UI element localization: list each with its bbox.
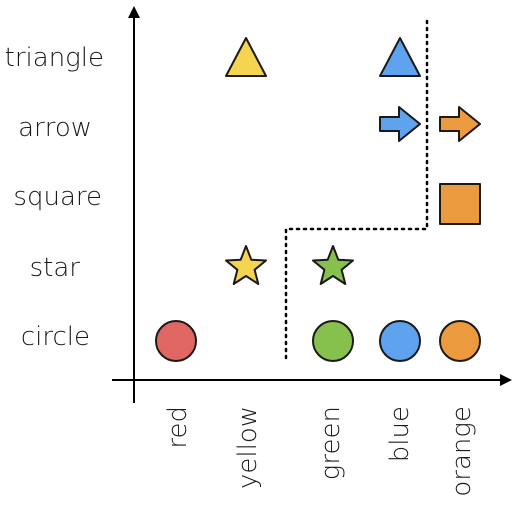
green-circle-mark xyxy=(312,320,354,362)
orange-circle-mark xyxy=(439,320,481,362)
red-circle-mark xyxy=(155,320,197,362)
row-label-star: star xyxy=(30,253,81,283)
column-label-green: green xyxy=(316,406,346,480)
shape-marks xyxy=(155,37,481,362)
orange-arrow-mark xyxy=(439,106,481,142)
column-label-red: red xyxy=(163,406,193,449)
row-labels: triangle arrow square star circle xyxy=(5,43,104,352)
column-label-yellow: yellow xyxy=(233,406,263,489)
row-label-arrow: arrow xyxy=(18,113,92,143)
row-label-circle: circle xyxy=(21,322,90,352)
orange-square-mark xyxy=(439,183,481,225)
column-label-orange: orange xyxy=(447,406,477,497)
yellow-triangle-mark xyxy=(225,37,267,77)
column-label-blue: blue xyxy=(385,406,415,462)
blue-triangle-mark xyxy=(379,37,421,77)
green-star-mark xyxy=(312,245,354,285)
yellow-star-mark xyxy=(225,245,267,285)
row-label-square: square xyxy=(13,182,102,212)
blue-circle-mark xyxy=(379,320,421,362)
blue-arrow-mark xyxy=(379,106,421,142)
group-divider xyxy=(284,14,429,360)
row-label-triangle: triangle xyxy=(5,43,104,73)
column-labels: red yellow green blue orange xyxy=(163,406,477,497)
